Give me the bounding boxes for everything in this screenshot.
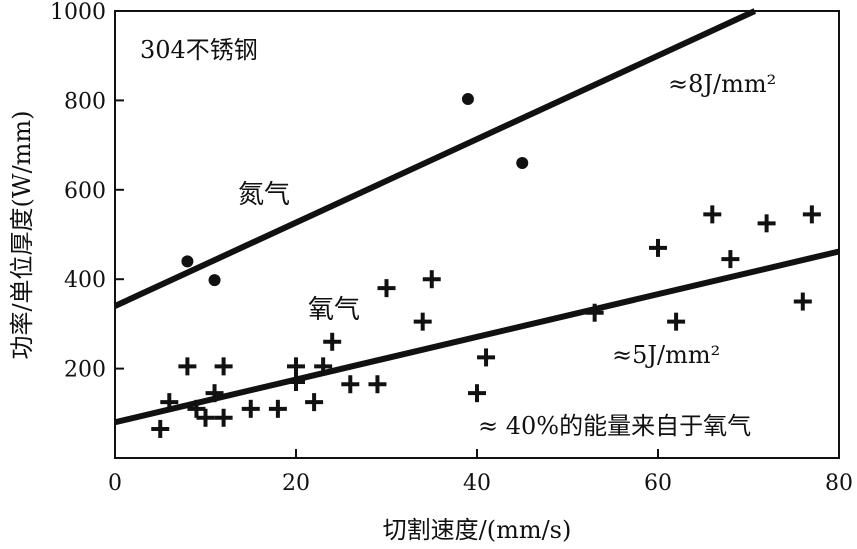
oxygen-point (468, 384, 486, 403)
oxygen-point (268, 399, 287, 418)
oxygen-point (368, 375, 387, 394)
trend-lines (113, 8, 840, 426)
oxygen-energy-annotation: ≈ 40%的能量来自于氧气 (478, 412, 751, 440)
oxygen-point (721, 250, 740, 269)
x-tick-label: 20 (282, 471, 310, 496)
y-tick-label: 400 (64, 268, 106, 293)
material-label: 304不锈钢 (140, 36, 258, 64)
trend-line (114, 248, 840, 426)
oxygen-label: 氧气 (308, 295, 360, 325)
x-tick-label: 80 (825, 471, 853, 496)
oxygen-point (341, 375, 360, 394)
y-tick-label: 800 (64, 89, 106, 114)
oxygen-point (305, 393, 324, 412)
oxygen-point (160, 393, 179, 412)
oxygen-point (377, 279, 396, 298)
oxygen-point (477, 348, 496, 367)
x-tick-label: 40 (463, 471, 491, 496)
oxygen-point (214, 357, 233, 376)
oxygen-point (205, 384, 224, 403)
x-tick-label: 60 (644, 471, 672, 496)
oxygen-point (757, 214, 776, 233)
trend-line (113, 8, 757, 309)
nitrogen-point (208, 274, 221, 287)
y-axis-label: 功率/单位厚度(W/mm) (8, 110, 36, 359)
y-tick-label: 1000 (50, 0, 106, 25)
oxygen-energy-label: ≈5J/mm² (612, 341, 720, 369)
oxygen-point (314, 357, 333, 376)
x-axis-label: 切割速度/(mm/s) (383, 516, 572, 544)
y-tick-label: 200 (64, 358, 106, 383)
oxygen-point (667, 312, 686, 331)
data-points (151, 93, 821, 438)
oxygen-point (241, 399, 260, 418)
oxygen-point (802, 205, 821, 224)
oxygen-point (214, 408, 233, 427)
oxygen-point (287, 357, 305, 376)
oxygen-point (703, 205, 722, 224)
y-tick-label: 600 (64, 179, 106, 204)
oxygen-point (187, 399, 206, 418)
oxygen-point (151, 419, 170, 438)
oxygen-point (422, 270, 441, 289)
oxygen-point (413, 312, 432, 331)
nitrogen-point (461, 93, 474, 106)
oxygen-point (793, 292, 812, 311)
oxygen-point (178, 357, 197, 376)
axis-ticks: 0 20 40 60 80 200 400 600 800 1000 (50, 0, 853, 496)
nitrogen-energy-label: ≈8J/mm² (668, 70, 776, 98)
x-tick-label: 0 (108, 471, 122, 496)
oxygen-point (323, 332, 342, 351)
nitrogen-point (181, 255, 194, 268)
oxygen-point (585, 303, 604, 322)
oxygen-point (287, 373, 305, 392)
nitrogen-point (516, 156, 529, 169)
oxygen-point (649, 238, 667, 257)
oxygen-point (196, 408, 215, 427)
nitrogen-label: 氮气 (238, 180, 290, 210)
